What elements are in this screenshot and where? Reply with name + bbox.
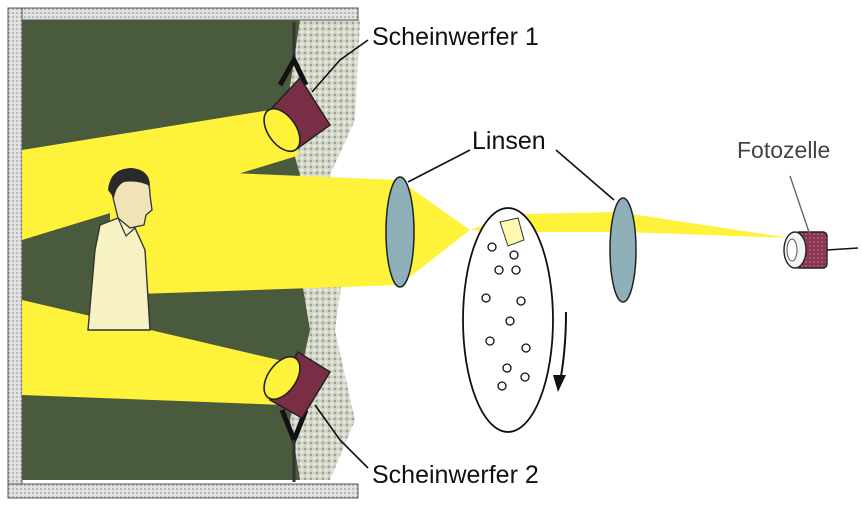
photocell-label: Fotozelle bbox=[737, 137, 830, 163]
converging-beam bbox=[402, 182, 470, 283]
lenses-label: Linsen bbox=[472, 127, 546, 155]
subject-person bbox=[87, 168, 153, 331]
photocell bbox=[783, 231, 859, 269]
subject-hair bbox=[108, 168, 150, 198]
lens-2 bbox=[609, 197, 637, 303]
subject-shirt-collar bbox=[117, 217, 136, 237]
spotlight-1-leader bbox=[311, 39, 369, 93]
spotlight-2-lens bbox=[263, 355, 301, 401]
spotlight-1-bracket bbox=[277, 54, 309, 87]
spotlight-2-leader bbox=[314, 404, 369, 469]
spotlight-1-label: Scheinwerfer 1 bbox=[372, 23, 539, 51]
disc-rotation-arrow-head bbox=[553, 375, 566, 392]
disc-hole bbox=[485, 336, 495, 346]
disc-hole bbox=[516, 296, 526, 306]
spotlight-2 bbox=[263, 350, 332, 482]
studio-frame-top bbox=[7, 7, 359, 21]
lens-1 bbox=[385, 176, 415, 288]
spotlight-1 bbox=[263, 22, 332, 153]
nipkow-disc bbox=[462, 207, 567, 433]
studio-frame-left bbox=[7, 7, 23, 499]
reflected-beam bbox=[110, 168, 400, 295]
disc-hole bbox=[497, 381, 507, 391]
lens-1-leader bbox=[407, 149, 471, 183]
spotlight-1-lens bbox=[263, 107, 301, 153]
disc-hole bbox=[511, 265, 521, 275]
studio-frame-bottom bbox=[7, 483, 359, 499]
disc-hole bbox=[521, 343, 531, 353]
disc-hole bbox=[494, 265, 504, 275]
disc-hole bbox=[502, 363, 512, 373]
scanned-beam bbox=[520, 212, 622, 232]
disc-rotation-arrow-shaft bbox=[559, 311, 567, 383]
disc-hole bbox=[505, 316, 515, 326]
spotlight-2-label: Scheinwerfer 2 bbox=[372, 461, 539, 489]
lens-2-leader bbox=[555, 149, 615, 201]
disc-hole bbox=[520, 372, 530, 382]
disc-hole bbox=[487, 242, 497, 252]
photocell-beam bbox=[624, 213, 790, 238]
disc-hole bbox=[481, 293, 491, 303]
disc-hole bbox=[509, 250, 519, 260]
photocell-wire bbox=[826, 247, 859, 251]
photocell-leader bbox=[789, 175, 811, 236]
disc-holes bbox=[481, 242, 531, 391]
photocell-window-inner bbox=[786, 238, 798, 262]
disc-aperture-image bbox=[499, 217, 525, 247]
